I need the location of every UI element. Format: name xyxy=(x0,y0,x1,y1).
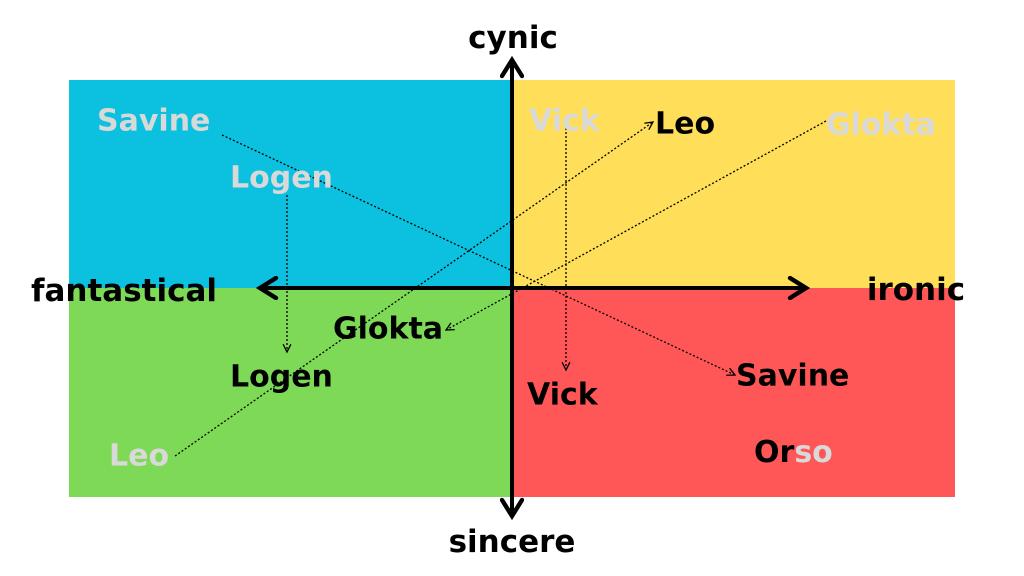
quadrant-top-left xyxy=(69,80,512,288)
orso-part-1: Or xyxy=(754,435,795,470)
quadrant-top-right xyxy=(512,80,955,288)
axis-label-cynic: cynic xyxy=(468,20,558,56)
quadrant-bottom-left xyxy=(69,288,512,497)
vick-start-label: Vick xyxy=(529,104,601,139)
glokta-end-label: Glokta xyxy=(333,312,443,347)
savine-end-label: Savine xyxy=(736,359,849,394)
savine-start-label: Savine xyxy=(97,104,210,139)
orso-label: Orso xyxy=(754,435,833,470)
glokta-arrow xyxy=(446,120,827,330)
orso-part-2: so xyxy=(794,435,832,470)
logen-start-label: Logen xyxy=(230,161,333,196)
logen-end-label: Logen xyxy=(230,360,333,395)
glokta-start-label: Glokta xyxy=(826,108,936,143)
vick-end-label: Vick xyxy=(527,378,599,413)
leo-start-label: Leo xyxy=(109,439,169,474)
leo-arrow xyxy=(174,122,653,457)
axis-label-fantastical: fantastical xyxy=(31,273,217,309)
axis-label-ironic: ironic xyxy=(867,272,965,308)
leo-end-label: Leo xyxy=(655,107,715,142)
axis-label-sincere: sincere xyxy=(449,524,576,560)
quadrant-bottom-right xyxy=(512,288,955,497)
